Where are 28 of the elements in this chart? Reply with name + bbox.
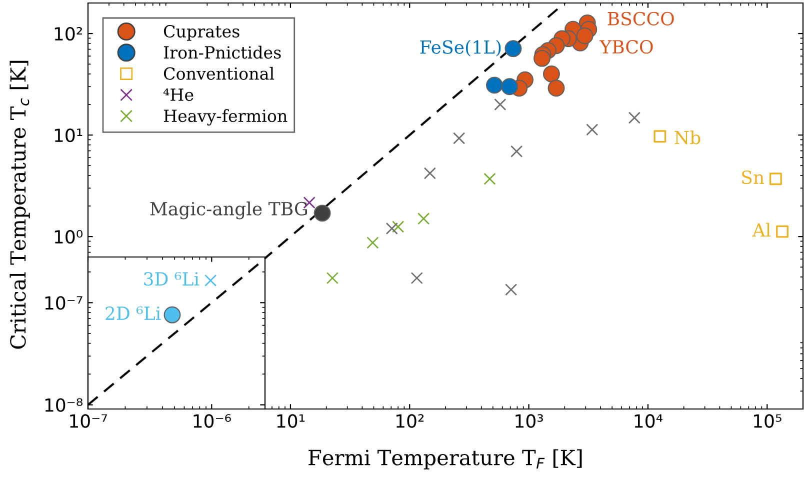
legend-label: Heavy-fermion bbox=[164, 109, 288, 126]
x-tick-label: 10⁻⁶ bbox=[194, 414, 231, 428]
y-tick-label: 10⁻⁷ bbox=[45, 296, 82, 310]
y-axis-title: Critical Temperature T$_{c}$ [K] bbox=[10, 60, 30, 349]
annotation: YBCO bbox=[599, 40, 653, 54]
x-tick-label: 10⁴ bbox=[634, 414, 662, 428]
annotation: FeSe(1L) bbox=[420, 40, 501, 56]
x-axis-title: Fermi Temperature T$_{F}$ [K] bbox=[308, 449, 582, 470]
annotation: Nb bbox=[674, 130, 700, 144]
x-tick-label: 10⁻⁷ bbox=[70, 414, 108, 428]
annotation: 3D ⁶Li bbox=[144, 272, 200, 286]
annotation: Al bbox=[752, 222, 771, 237]
y-tick-label: 10⁰ bbox=[54, 230, 83, 244]
x-tick-label: 10¹ bbox=[277, 414, 305, 428]
legend-label: ⁴He bbox=[163, 88, 194, 101]
legend-label: Conventional bbox=[164, 66, 274, 80]
annotation: 2D ⁶Li bbox=[106, 306, 161, 320]
legend-label: Cuprates bbox=[164, 24, 240, 41]
x-tick-label: 10² bbox=[396, 414, 424, 428]
y-tick-label: 10² bbox=[54, 27, 82, 41]
y-tick-label: 10¹ bbox=[54, 128, 82, 142]
annotation: Sn bbox=[742, 170, 764, 184]
annotation: Magic-angle TBG bbox=[150, 202, 307, 220]
x-tick-label: 10⁵ bbox=[754, 414, 782, 428]
legend-label: Iron-Pnictides bbox=[164, 46, 281, 59]
x-tick-label: 10³ bbox=[516, 414, 543, 428]
annotation: BSCCO bbox=[608, 12, 674, 26]
y-tick-label: 10⁻⁸ bbox=[45, 398, 82, 412]
